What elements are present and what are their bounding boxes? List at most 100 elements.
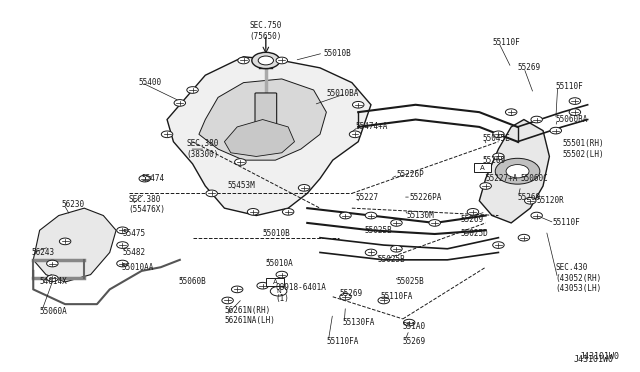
Circle shape [116,260,128,267]
FancyBboxPatch shape [266,278,284,286]
Text: 55474: 55474 [141,174,164,183]
Text: 55025B: 55025B [365,226,392,235]
Circle shape [206,190,218,197]
Circle shape [276,57,287,64]
Text: 55110F: 55110F [492,38,520,46]
Text: 56243: 56243 [32,248,55,257]
Text: 55110F: 55110F [556,82,584,91]
Text: SEC.380
(55476X): SEC.380 (55476X) [129,195,166,214]
Text: 55474+A: 55474+A [355,122,387,131]
Text: 55269: 55269 [483,155,506,165]
Circle shape [493,131,504,138]
Circle shape [187,87,198,93]
Polygon shape [199,79,326,160]
Circle shape [258,56,273,65]
Circle shape [495,158,540,184]
Circle shape [340,212,351,219]
Circle shape [531,212,542,219]
Text: 55269: 55269 [518,193,541,202]
Text: 55501(RH)
55502(LH): 55501(RH) 55502(LH) [562,140,604,159]
FancyBboxPatch shape [255,93,276,150]
Text: J43101W0: J43101W0 [579,352,620,361]
Circle shape [252,52,280,68]
Text: 55269: 55269 [403,337,426,346]
Circle shape [116,242,128,248]
Circle shape [518,234,530,241]
Text: 55269: 55269 [518,63,541,72]
Text: 55025B: 55025B [396,278,424,286]
Circle shape [353,102,364,108]
Text: 55227+A: 55227+A [486,174,518,183]
Circle shape [480,183,492,189]
Text: 55475: 55475 [122,230,145,238]
Circle shape [365,212,377,219]
Circle shape [531,116,542,123]
Text: 54614X: 54614X [40,278,67,286]
Text: 55045E: 55045E [483,134,510,142]
Circle shape [493,153,504,160]
Circle shape [340,294,351,300]
Circle shape [238,57,249,64]
Text: 55025B: 55025B [378,255,405,264]
Circle shape [569,109,580,115]
Text: 55453M: 55453M [228,182,255,190]
Circle shape [270,286,287,296]
Text: 55025D: 55025D [460,230,488,238]
Text: 55269: 55269 [339,289,362,298]
Text: 55010A: 55010A [266,259,294,268]
Circle shape [569,98,580,105]
Polygon shape [479,119,549,223]
Circle shape [429,219,440,226]
Text: 55110F: 55110F [552,218,580,227]
Text: 55060C: 55060C [521,174,548,183]
Text: A: A [273,279,278,285]
Polygon shape [33,208,116,282]
Text: 55110FA: 55110FA [381,292,413,301]
Text: SEC.380
(38300): SEC.380 (38300) [186,140,218,159]
Circle shape [391,246,402,252]
Circle shape [378,297,390,304]
Text: SEC.750
(75650): SEC.750 (75650) [250,21,282,41]
Circle shape [365,249,377,256]
Circle shape [60,238,71,245]
Circle shape [282,209,294,215]
Circle shape [174,100,186,106]
Circle shape [403,319,415,326]
Text: A: A [480,164,485,170]
Text: 55060BA: 55060BA [556,115,588,124]
Polygon shape [225,119,294,157]
Text: 55227: 55227 [355,193,378,202]
Text: 55010BA: 55010BA [326,89,359,98]
Circle shape [525,198,536,204]
Circle shape [247,209,259,215]
Text: 55060A: 55060A [40,307,67,316]
Circle shape [391,219,402,226]
Text: 55130FA: 55130FA [342,318,374,327]
Text: N: N [276,289,281,294]
Text: 55226P: 55226P [396,170,424,179]
Text: 56261N(RH)
56261NA(LH): 56261N(RH) 56261NA(LH) [225,305,275,325]
Circle shape [276,271,287,278]
Text: 55269: 55269 [460,215,483,224]
Circle shape [232,286,243,293]
Text: 55400: 55400 [138,78,161,87]
Circle shape [47,260,58,267]
Circle shape [257,282,268,289]
Text: 55482: 55482 [122,248,145,257]
Circle shape [116,227,128,234]
Text: 55226PA: 55226PA [409,193,442,202]
Text: J43101W0: J43101W0 [573,355,613,364]
Text: 55060B: 55060B [179,278,206,286]
Circle shape [222,297,234,304]
Polygon shape [167,57,371,215]
Text: 08918-6401A
(1): 08918-6401A (1) [275,283,326,303]
FancyBboxPatch shape [474,163,492,172]
Circle shape [506,164,529,178]
Circle shape [467,209,479,215]
Text: 56230: 56230 [62,200,85,209]
Text: 55010AA: 55010AA [121,263,154,272]
Circle shape [506,109,517,115]
Circle shape [235,159,246,165]
Text: 55130M: 55130M [406,211,434,220]
Text: 55120R: 55120R [537,196,564,205]
